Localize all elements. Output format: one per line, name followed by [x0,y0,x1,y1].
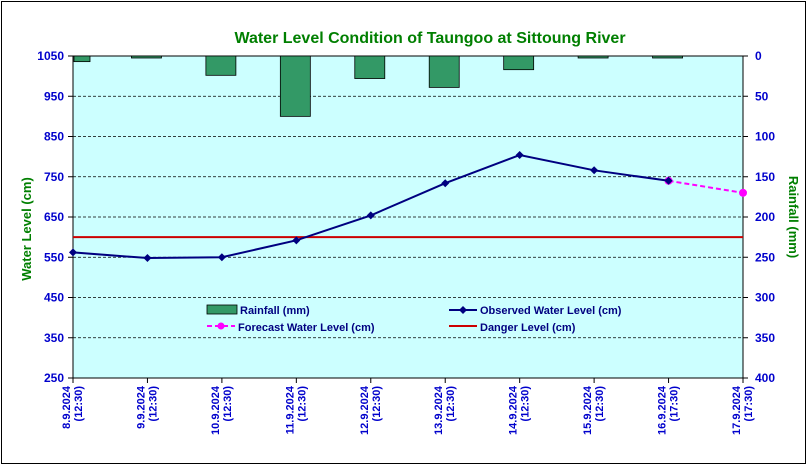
rainfall-bar [503,55,535,71]
x-tick-date: 8.9.2024 [61,385,73,429]
y2-tick-label: 100 [755,130,775,144]
y-tick-label: 350 [44,331,64,345]
y2-tick-label: 300 [755,291,775,305]
legend-marker-observed [459,306,467,314]
x-tick-time: (12:30) [73,386,85,422]
legend-label-forecast: Forecast Water Level (cm) [238,322,375,334]
x-tick-label: 14.9.2024 (12:30) [508,385,532,435]
x-tick-time: (12:30) [445,386,457,422]
x-tick-time: (12:30) [296,386,308,422]
rainfall-bar [428,55,460,88]
y-tick-label: 750 [44,170,64,184]
y-tick-label: 550 [44,250,64,264]
x-tick-label: 17.9.2024 (17:30) [731,385,755,435]
y-tick-label: 850 [44,130,64,144]
legend: Rainfall (mm) Observed Water Level (cm) Fo… [206,304,622,334]
y2-tick-label: 150 [755,170,775,184]
x-tick-label: 15.9.2024 (12:30) [582,385,606,435]
rainfall-bar [131,55,162,59]
x-tick-date: 15.9.2024 [582,385,594,435]
observed-point [441,179,450,188]
x-tick-date: 9.9.2024 [135,385,147,429]
y-axis-title: Water Level (cm) [19,177,34,281]
y2-tick-label: 400 [755,371,775,385]
observed-point [217,253,226,262]
legend-swatch-rainfall [206,304,238,315]
y-tick-label: 450 [44,291,64,305]
legend-marker-forecast [217,322,225,330]
x-tick-label: 16.9.2024 (17:30) [657,385,681,435]
x-tick-time: (12:30) [371,386,383,422]
legend-label-rainfall: Rainfall (mm) [240,305,310,317]
x-tick-label: 12.9.2024 (12:30) [359,385,383,435]
x-tick-date: 10.9.2024 [210,385,222,435]
x-tick-time: (12:30) [147,386,159,422]
x-tick-date: 16.9.2024 [657,385,669,435]
rainfall-bar [279,55,311,117]
y2-tick-label: 50 [755,89,769,103]
x-tick-date: 14.9.2024 [508,385,520,435]
legend-label-danger: Danger Level (cm) [480,322,576,334]
x-tick-label: 13.9.2024 (12:30) [433,385,457,435]
observed-point [143,254,152,263]
observed-point [366,211,375,220]
observed-point [292,236,301,245]
y2-tick-label: 250 [755,250,775,264]
x-tick-date: 11.9.2024 [284,385,296,434]
x-tick-time: (12:30) [520,386,532,422]
x-tick-date: 13.9.2024 [433,385,445,435]
y-tick-label: 1050 [37,49,64,63]
y-tick-label: 650 [44,210,64,224]
y2-axis-title: Rainfall (mm) [786,176,801,258]
chart-title: Water Level Condition of Taungoo at Sitt… [234,30,625,47]
observed-point [590,166,599,175]
forecast-point [739,188,747,197]
y-tick-label: 250 [44,371,64,385]
legend-label-observed: Observed Water Level (cm) [480,305,622,317]
observed-point [515,151,524,160]
x-tick-time: (12:30) [594,386,606,422]
observed-point [69,248,77,257]
x-tick-date: 12.9.2024 [359,385,371,435]
observed-point [664,176,673,185]
x-tick-time: (17:30) [743,386,755,422]
x-tick-label: 10.9.2024 (12:30) [210,385,234,435]
rainfall-bar [73,55,91,63]
rainfall-bar [577,55,609,59]
forecast-line [668,179,744,194]
y2-tick-label: 200 [755,210,775,224]
x-tick-date: 17.9.2024 [731,385,743,435]
x-tick-time: (17:30) [669,386,681,422]
x-tick-time: (12:30) [222,386,234,422]
y2-tick-label: 350 [755,331,775,345]
rainfall-bar [652,55,683,59]
x-tick-label: 9.9.2024 (12:30) [135,385,159,429]
rainfall-bar [205,55,237,76]
x-tick-label: 8.9.2024 (12:30) [61,385,85,429]
y2-tick-label: 0 [755,49,762,63]
rainfall-bar [354,55,386,79]
x-tick-label: 11.9.2024 (12:30) [284,385,308,434]
y-tick-label: 950 [44,89,64,103]
